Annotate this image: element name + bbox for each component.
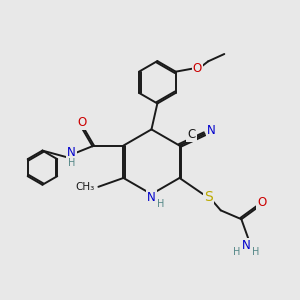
Text: H: H xyxy=(233,247,241,257)
Text: O: O xyxy=(193,61,202,75)
Text: C: C xyxy=(187,128,196,141)
Text: CH₃: CH₃ xyxy=(76,182,95,192)
Text: N: N xyxy=(242,238,250,252)
Text: N: N xyxy=(147,190,156,204)
Text: H: H xyxy=(68,158,75,168)
Text: N: N xyxy=(207,124,215,137)
Text: H: H xyxy=(157,199,164,208)
Text: O: O xyxy=(257,196,267,209)
Text: N: N xyxy=(67,146,76,159)
Text: O: O xyxy=(78,116,87,129)
Text: H: H xyxy=(251,247,259,257)
Text: S: S xyxy=(205,190,213,204)
